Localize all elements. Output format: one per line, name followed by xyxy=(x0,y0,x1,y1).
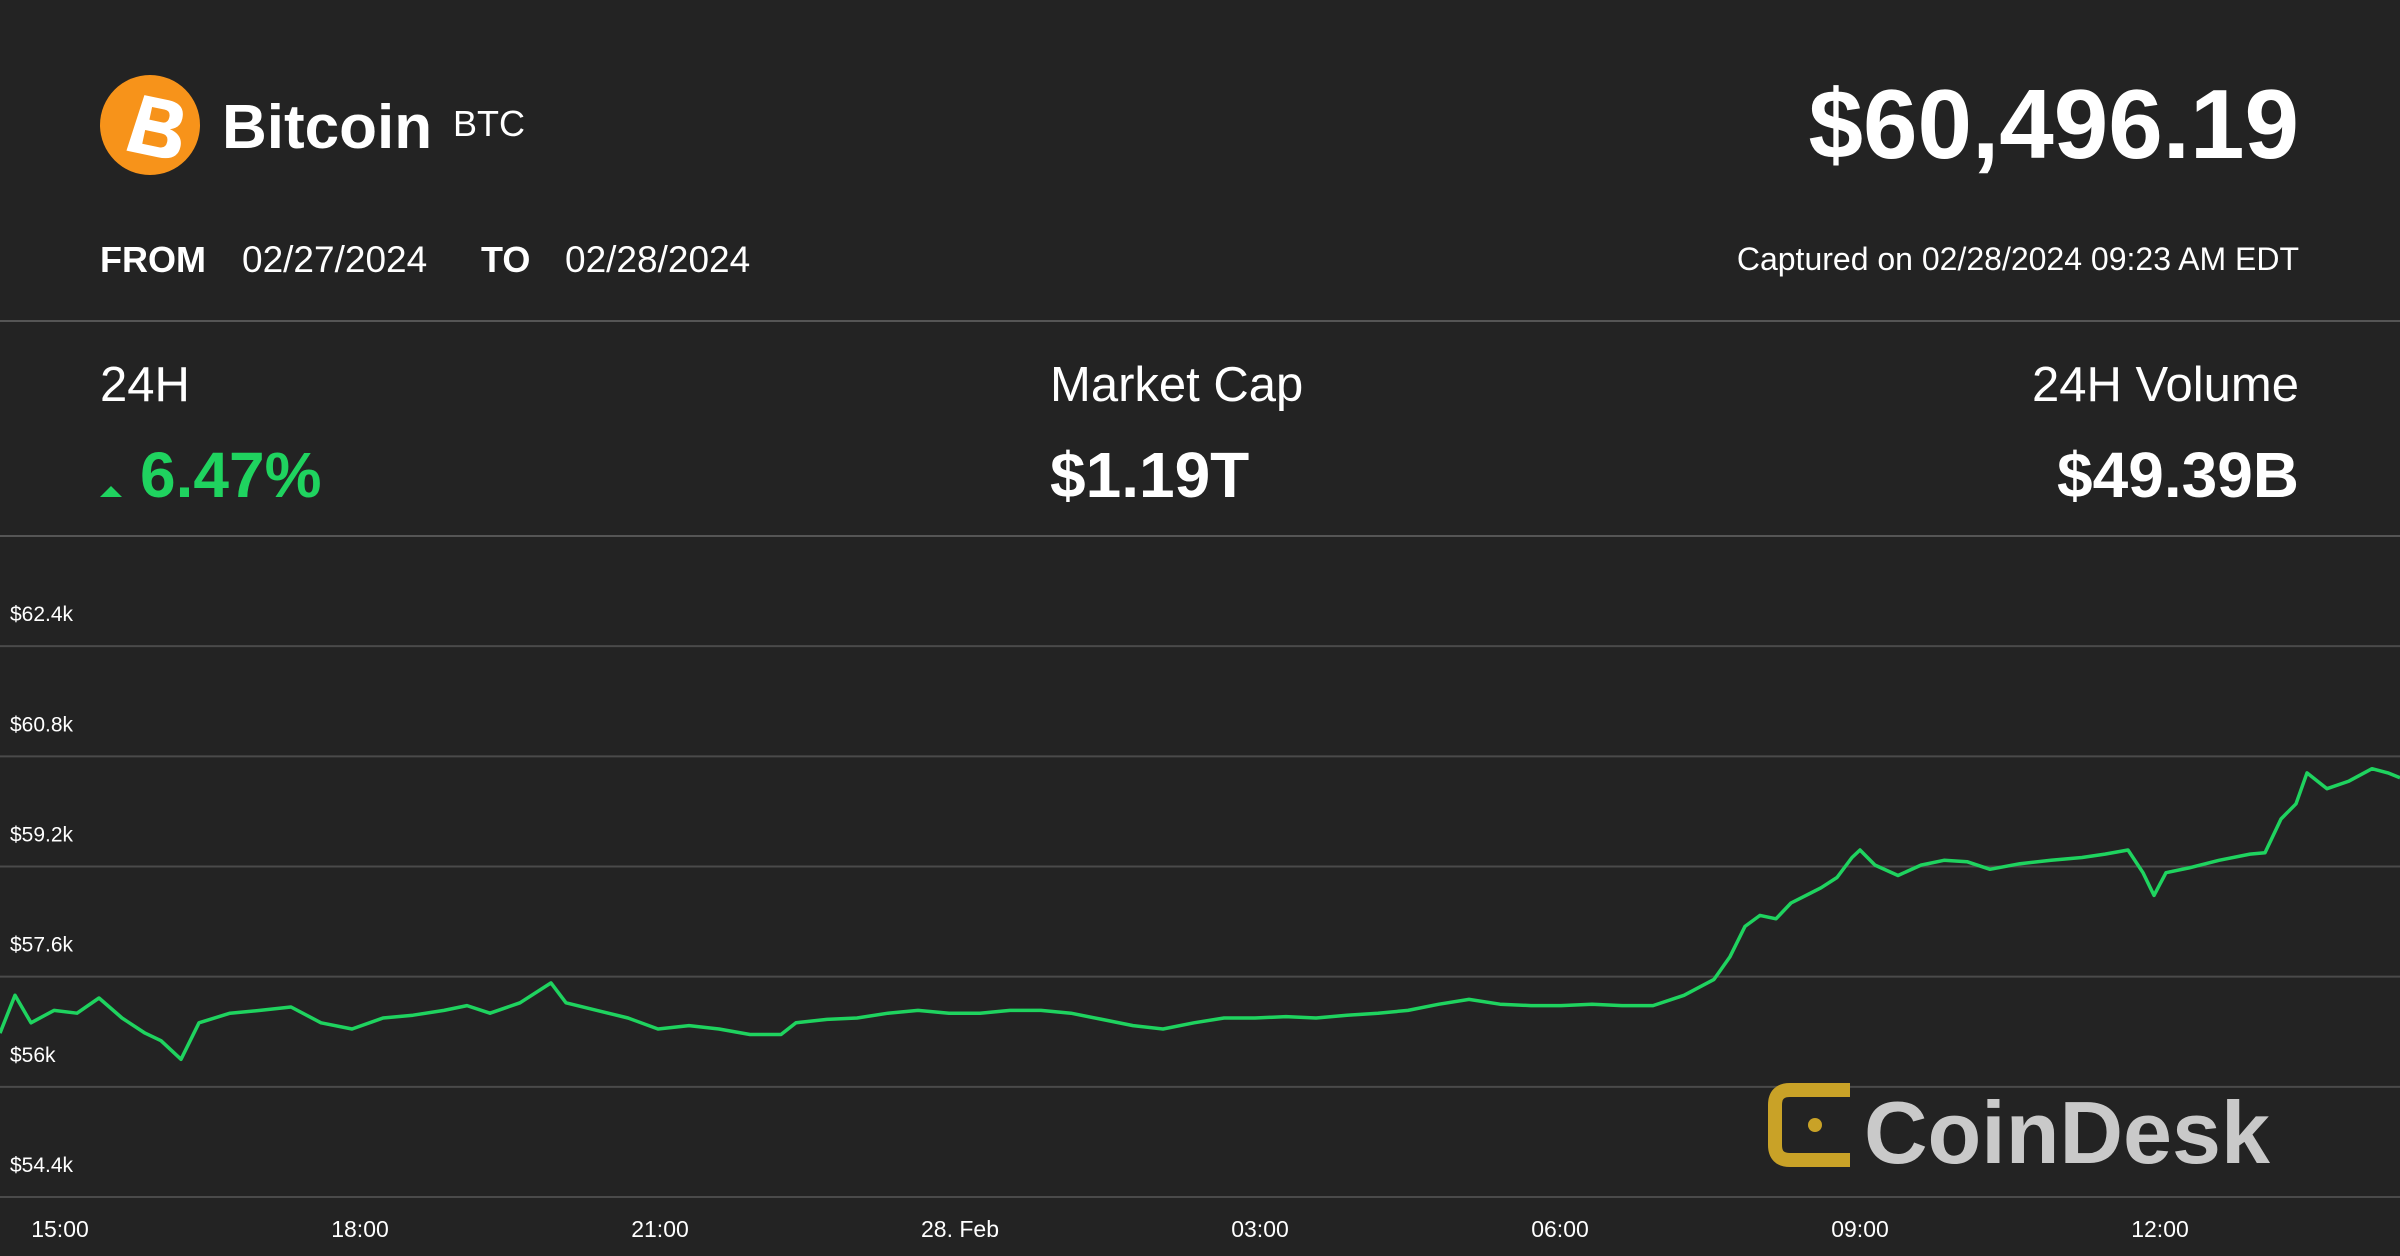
x-tick-label: 15:00 xyxy=(31,1216,89,1242)
stat-value: $49.39B xyxy=(2057,439,2299,511)
coin-symbol: BTC xyxy=(453,103,525,144)
y-tick-label: $57.6k xyxy=(10,934,74,957)
from-date: 02/27/2024 xyxy=(242,239,427,280)
y-tick-label: $56k xyxy=(10,1044,56,1067)
stat-value: 6.47% xyxy=(140,439,321,511)
to-label: TO xyxy=(481,239,530,280)
x-tick-label: 18:00 xyxy=(331,1216,389,1242)
coin-name: Bitcoin xyxy=(222,93,432,162)
stat-value: $1.19T xyxy=(1050,439,1249,511)
watermark: CoinDesk xyxy=(1864,1083,2271,1182)
price-line xyxy=(0,766,2400,1062)
y-tick-label: $54.4k xyxy=(10,1154,74,1177)
stat-label: 24H Volume xyxy=(2032,358,2299,412)
stat-label: 24H xyxy=(100,358,190,412)
x-tick-label: 12:00 xyxy=(2131,1216,2189,1242)
to-date: 02/28/2024 xyxy=(565,239,750,280)
coindesk-logo xyxy=(1768,1083,1850,1167)
y-tick-label: $62.4k xyxy=(10,603,74,626)
y-tick-label: $59.2k xyxy=(10,824,74,847)
y-tick-label: $60.8k xyxy=(10,713,74,736)
from-label: FROM xyxy=(100,239,206,280)
stat-label: Market Cap xyxy=(1050,358,1303,412)
up-arrow xyxy=(100,486,122,497)
x-tick-label: 28. Feb xyxy=(921,1216,999,1242)
x-tick-label: 06:00 xyxy=(1531,1216,1589,1242)
price: $60,496.19 xyxy=(1809,69,2299,179)
captured: Captured on 02/28/2024 09:23 AM EDT xyxy=(1737,241,2299,277)
x-tick-label: 21:00 xyxy=(631,1216,689,1242)
x-tick-label: 09:00 xyxy=(1831,1216,1889,1242)
x-tick-label: 03:00 xyxy=(1231,1216,1289,1242)
bitcoin-logo xyxy=(100,75,200,175)
